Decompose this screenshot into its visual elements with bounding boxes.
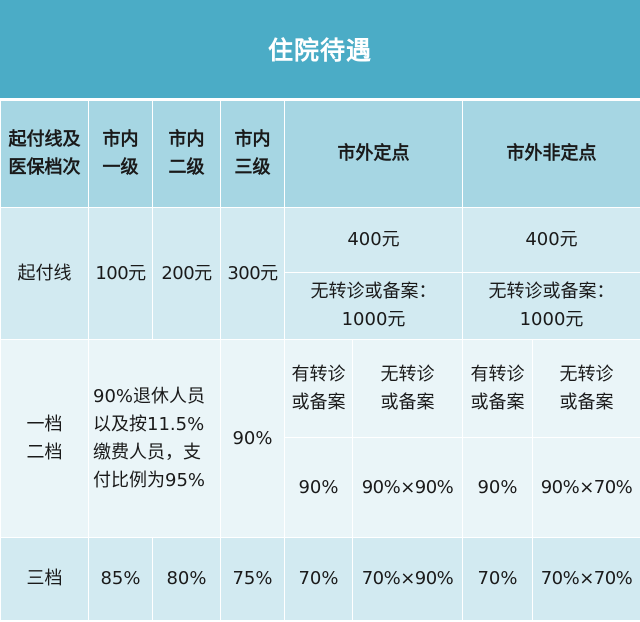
tier3-designated-with: 70% xyxy=(284,537,353,621)
tier12-city-note: 90%退休人员 以及按11.5% 缴费人员，支 付比例为95% xyxy=(88,339,221,538)
header-city-level2: 市内 二级 xyxy=(152,100,221,208)
header-city-level1: 市内 一级 xyxy=(88,100,153,208)
without-referral-line2: 或备案 xyxy=(380,391,435,413)
deductible-no-referral-designated: 无转诊或备案： 1000元 xyxy=(284,272,463,340)
tier12-label-line1: 一档 xyxy=(26,413,63,435)
tier3-designated-without: 70%×90% xyxy=(352,537,463,621)
tier3-non-designated-without: 70%×70% xyxy=(532,537,640,621)
tier3-label: 三档 xyxy=(0,537,89,621)
deductible-no-referral-row: 无转诊或备案： 1000元 无转诊或备案： 1000元 xyxy=(1,272,640,340)
tier12-row: 一档 二档 90%退休人员 以及按11.5% 缴费人员，支 付比例为95% 90… xyxy=(0,339,640,538)
deductible-city3: 300元 xyxy=(220,207,285,340)
deductible-city1: 100元 xyxy=(88,207,153,340)
tier12-designated-with: 90% xyxy=(284,437,353,538)
tier12-note-line1: 90%退休人员 xyxy=(93,385,206,407)
deductible-row: 起付线 100元 200元 300元 400元 400元 xyxy=(0,207,640,340)
tier12-non-designated-with-referral-header: 有转诊 或备案 xyxy=(462,339,533,438)
tier3-non-designated-with: 70% xyxy=(462,537,533,621)
without-referral-line1: 无转诊 xyxy=(380,363,435,385)
with-referral-line1: 有转诊 xyxy=(291,363,346,385)
tier12-label: 一档 二档 xyxy=(0,339,89,538)
without-referral-line2: 或备案 xyxy=(559,391,614,413)
inpatient-benefits-table: 起付线及 医保档次 市内 一级 市内 二级 市内 三级 市外定点 市外非定点 起… xyxy=(0,100,640,621)
deductible-city2: 200元 xyxy=(152,207,221,340)
deductible-label: 起付线 xyxy=(0,207,89,340)
with-referral-line1: 有转诊 xyxy=(470,363,525,385)
tier12-values-row: 90% 90%×90% 90% 90%×70% xyxy=(1,437,640,538)
with-referral-line2: 或备案 xyxy=(470,391,525,413)
with-referral-line2: 或备案 xyxy=(291,391,346,413)
header-city-level2-line2: 二级 xyxy=(168,157,205,178)
tier12-note-line3: 缴费人员，支 xyxy=(93,441,201,463)
deductible-outside-non-designated: 400元 xyxy=(462,207,640,273)
no-referral-non-designated-line1: 无转诊或备案： xyxy=(488,281,615,302)
deductible-no-referral-non-designated: 无转诊或备案： 1000元 xyxy=(462,272,640,340)
header-city-level3: 市内 三级 xyxy=(220,100,285,208)
header-tier-line2: 医保档次 xyxy=(8,157,81,178)
tier3-city2: 80% xyxy=(152,537,221,621)
no-referral-designated-line2: 1000元 xyxy=(341,309,406,330)
header-city-level1-line1: 市内 xyxy=(102,129,139,150)
tier12-note-line4: 付比例为95% xyxy=(93,469,206,491)
tier12-designated-with-referral-header: 有转诊 或备案 xyxy=(284,339,353,438)
tier12-non-designated-without-referral-header: 无转诊 或备案 xyxy=(532,339,640,438)
no-referral-non-designated-line2: 1000元 xyxy=(519,309,584,330)
header-city-level1-line2: 一级 xyxy=(102,157,139,178)
tier12-non-designated-with: 90% xyxy=(462,437,533,538)
tier3-city3: 75% xyxy=(220,537,285,621)
tier12-designated-without-referral-header: 无转诊 或备案 xyxy=(352,339,463,438)
header-row: 起付线及 医保档次 市内 一级 市内 二级 市内 三级 市外定点 市外非定点 xyxy=(0,100,640,208)
header-city-level3-line2: 三级 xyxy=(234,157,271,178)
no-referral-designated-line1: 无转诊或备案： xyxy=(310,281,437,302)
tier12-designated-without: 90%×90% xyxy=(352,437,463,538)
tier3-city1: 85% xyxy=(88,537,153,621)
header-city-level2-line1: 市内 xyxy=(168,129,205,150)
deductible-outside-designated: 400元 xyxy=(284,207,463,273)
tier12-city3: 90% xyxy=(220,339,285,538)
tier3-row: 三档 85% 80% 75% 70% 70%×90% 70% 70%×70% xyxy=(0,537,640,621)
tier12-note-line2: 以及按11.5% xyxy=(93,413,205,435)
header-tier-column: 起付线及 医保档次 xyxy=(0,100,89,208)
without-referral-line1: 无转诊 xyxy=(559,363,614,385)
header-city-level3-line1: 市内 xyxy=(234,129,271,150)
header-tier-line1: 起付线及 xyxy=(8,129,81,150)
header-outside-designated: 市外定点 xyxy=(284,100,463,208)
tier12-label-line2: 二档 xyxy=(26,441,63,463)
header-outside-non-designated: 市外非定点 xyxy=(462,100,640,208)
page-title: 住院待遇 xyxy=(0,0,640,98)
tier12-non-designated-without: 90%×70% xyxy=(532,437,640,538)
